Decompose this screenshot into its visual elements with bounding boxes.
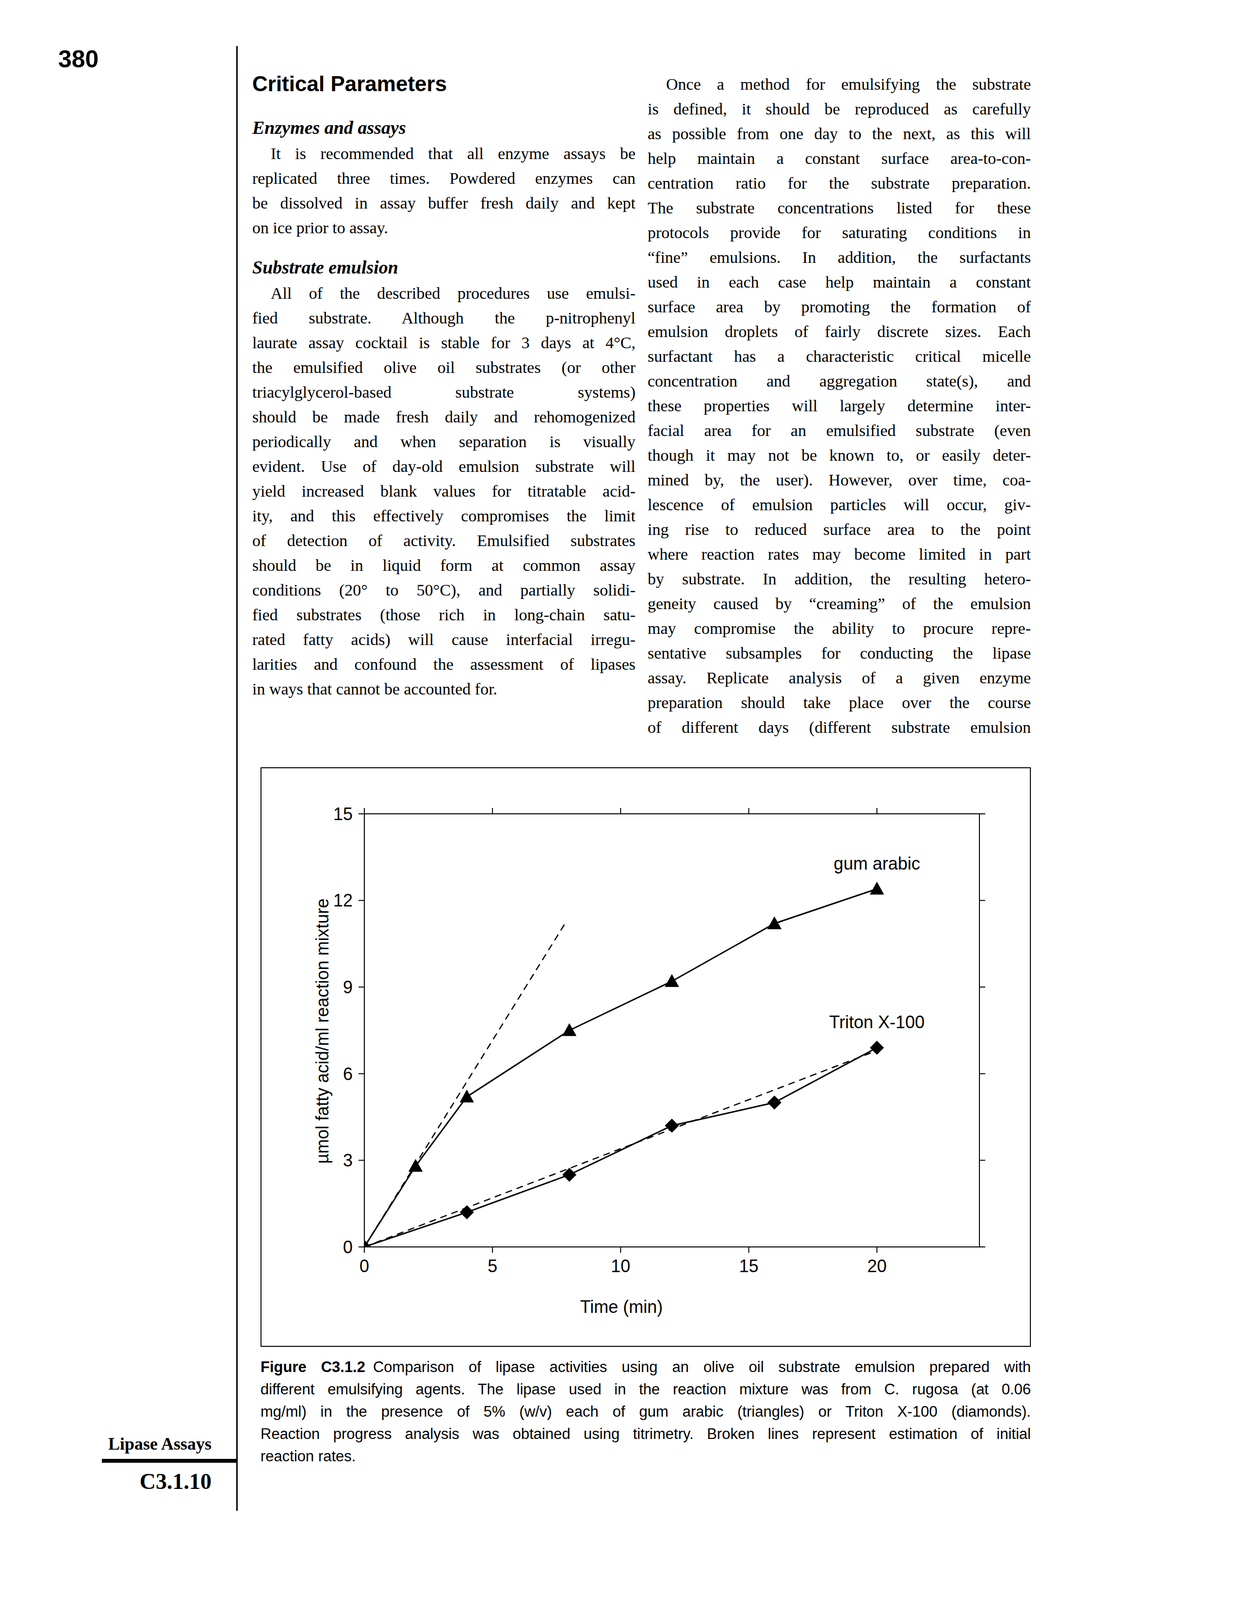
html-text:mined by, the user). However,: mined by, the user). However, over time,… [647, 470, 1031, 489]
html-text:C3.1.10: C3.1.10 [139, 1469, 212, 1495]
html-text:facial area for an emulsified: facial area for an emulsified substrate … [647, 421, 1031, 440]
html-text:triacylglycerol-based substrat: triacylglycerol-based substrate systems) [252, 382, 636, 401]
svg-text:10: 10 [610, 1256, 631, 1277]
html-text:Critical Parameters: Critical Parameters [252, 71, 447, 96]
html-text:may compromise the ability to: may compromise the ability to procure re… [647, 619, 1031, 638]
html-text:preparation should take place: preparation should take place over the c… [647, 693, 1031, 712]
html-text:of detection of activity. Emul: of detection of activity. Emulsified sub… [252, 531, 636, 550]
svg-text:0: 0 [359, 1256, 370, 1277]
html-text:ing rise to reduced surface ar: ing rise to reduced surface area to the … [647, 520, 1031, 539]
html-text:lescence of emulsion particles: lescence of emulsion particles will occu… [647, 495, 1031, 514]
html-text:Enzymes and assays: Enzymes and assays [252, 117, 406, 138]
html-text:Figure C3.1.2: Figure C3.1.2 [260, 1358, 366, 1376]
html-text:All of the described procedure: All of the described procedures use emul… [270, 284, 636, 302]
svg-text:5: 5 [487, 1256, 498, 1277]
html-text:µmol fatty acid/ml reaction mi: µmol fatty acid/ml reaction mixture [312, 898, 333, 1165]
html-text:concentration and aggregation: concentration and aggregation state(s), … [647, 371, 1031, 390]
html-text:emulsion droplets of fairly di: emulsion droplets of fairly discrete siz… [647, 322, 1031, 341]
html-text:the emulsified olive oil subst: the emulsified olive oil substrates (or … [252, 358, 636, 377]
html-text:mg/ml) in the presence of 5% (: mg/ml) in the presence of 5% (w/v) each … [260, 1403, 1031, 1421]
html-text:geneity caused by “creaming” o: geneity caused by “creaming” of the emul… [647, 594, 1031, 613]
html-text:sentative subsamples for condu: sentative subsamples for conducting the … [647, 643, 1031, 662]
html-text:fied substrate. Although the p: fied substrate. Although the p-nitrophen… [252, 308, 636, 327]
html-text:reaction rates.: reaction rates. [260, 1448, 356, 1466]
html-text:yield increased blank values f: yield increased blank values for titrata… [252, 481, 636, 500]
svg-text:Triton X-100: Triton X-100 [829, 1012, 925, 1033]
svg-text:20: 20 [867, 1256, 887, 1277]
html-text:where reaction rates may becom: where reaction rates may become limited … [647, 545, 1031, 563]
html-text:380: 380 [58, 45, 99, 73]
html-text:assay. Replicate analysis of a: assay. Replicate analysis of a given enz… [647, 668, 1031, 687]
html-text:Substrate emulsion: Substrate emulsion [252, 256, 399, 278]
html-text:ity, and this effectively comp: ity, and this effectively compromises th… [252, 506, 636, 525]
html-text:surfactant has a characteristi: surfactant has a characteristic critical… [647, 347, 1031, 366]
html-text:on ice prior to assay.: on ice prior to assay. [252, 218, 389, 237]
html-text:these properties will largely: these properties will largely determine … [647, 396, 1031, 415]
html-text:help maintain a constant surfa: help maintain a constant surface area-to… [647, 149, 1031, 168]
svg-text:6: 6 [342, 1064, 353, 1085]
html-text:though it may not be known to,: though it may not be known to, or easily… [647, 446, 1031, 465]
html-text:Lipase Assays: Lipase Assays [108, 1434, 212, 1454]
html-text:used in each case help maintai: used in each case help maintain a consta… [647, 272, 1031, 291]
html-text:Comparison of lipase activitie: Comparison of lipase activities using an… [373, 1358, 1031, 1376]
html-text:be dissolved in assay buffer f: be dissolved in assay buffer fresh daily… [252, 193, 636, 212]
html-text:replicated three times. Powder: replicated three times. Powdered enzymes… [252, 169, 636, 188]
html-text:Time (min): Time (min) [580, 1297, 663, 1318]
svg-text:3: 3 [342, 1150, 353, 1171]
html-text:periodically and when separati: periodically and when separation is visu… [252, 432, 636, 451]
html-text:The substrate concentrations l: The substrate concentrations listed for … [647, 198, 1031, 217]
html-text:different emulsifying agents.: different emulsifying agents. The lipase… [260, 1381, 1031, 1399]
html-text:by substrate. In addition, the: by substrate. In addition, the resulting… [647, 569, 1031, 588]
svg-text:0: 0 [342, 1237, 353, 1258]
html-text:Once a method for emulsifying: Once a method for emulsifying the substr… [666, 74, 1031, 93]
html-text:laurate assay cocktail is stab: laurate assay cocktail is stable for 3 d… [252, 333, 636, 352]
html-text:surface area by promoting the: surface area by promoting the formation … [647, 297, 1031, 316]
svg-text:gum arabic: gum arabic [833, 853, 921, 874]
html-text:of different days (different s: of different days (different substrate e… [647, 718, 1031, 737]
html-text:fied substrates (those rich in: fied substrates (those rich in long-chai… [252, 605, 636, 624]
html-text:It is recommended that all enz: It is recommended that all enzyme assays… [270, 144, 636, 163]
html-text:larities and confound the asse: larities and confound the assessment of … [252, 655, 636, 674]
html-text:is defined, it should be repro: is defined, it should be reproduced as c… [647, 99, 1031, 118]
html-text:evident. Use of day-old emulsi: evident. Use of day-old emulsion substra… [252, 457, 636, 476]
html-text:“fine” emulsions. In addition,: “fine” emulsions. In addition, the surfa… [647, 248, 1031, 267]
html-text:Reaction progress analysis was: Reaction progress analysis was obtained … [260, 1425, 1031, 1443]
html-text:as possible from one day to th: as possible from one day to the next, as… [647, 124, 1031, 143]
html-text:should be made fresh daily and: should be made fresh daily and rehomogen… [252, 407, 636, 426]
html-text:in ways that cannot be account: in ways that cannot be accounted for. [252, 679, 498, 698]
html-text:conditions (20° to 50°C), and: conditions (20° to 50°C), and partially … [252, 580, 636, 599]
html-text:should be in liquid form at co: should be in liquid form at common assay [252, 556, 636, 575]
svg-text:9: 9 [342, 977, 353, 998]
svg-text:15: 15 [738, 1256, 759, 1277]
html-text:centration ratio for the subst: centration ratio for the substrate prepa… [647, 173, 1031, 192]
svg-text:15: 15 [333, 804, 353, 825]
html-text:rated fatty acids) will cause: rated fatty acids) will cause interfacia… [252, 630, 636, 649]
html-text:protocols provide for saturati: protocols provide for saturating conditi… [647, 223, 1031, 242]
svg-text:12: 12 [333, 890, 353, 911]
